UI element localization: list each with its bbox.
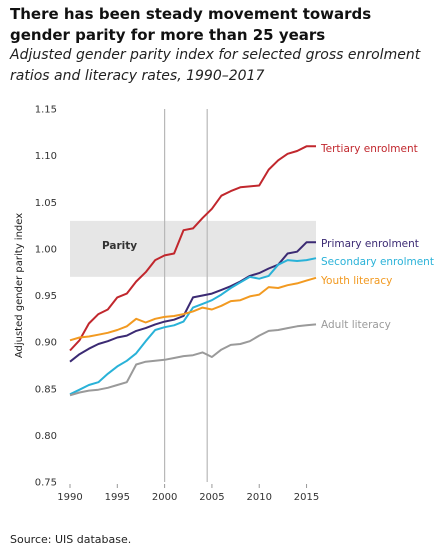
x-tick-label: 2015 [294, 492, 319, 503]
series-line-adult-literacy [69, 323, 317, 397]
series-lines [69, 145, 317, 397]
axes: 0.75 0.80 0.85 0.90 0.95 1.00 1.05 1.10 1.15 1990… [14, 105, 319, 504]
y-tick-label: 1.00 [35, 244, 57, 255]
series-line-youth-literacy [69, 276, 317, 342]
series-label-primary-enrolment: Primary enrolment [321, 238, 419, 250]
series-label-secondary-enrolment: Secondary enrolment [321, 256, 434, 268]
series-label-adult-literacy: Adult literacy [321, 319, 391, 331]
x-tick-label: 1990 [57, 492, 82, 503]
parity-band-label: Parity [102, 240, 137, 252]
y-tick-label: 0.75 [35, 478, 57, 489]
series-labels: Tertiary enrolment Primary enrolment Secon… [320, 143, 434, 331]
y-tick-label: 1.10 [35, 151, 57, 162]
y-tick-label: 1.05 [35, 198, 57, 209]
x-tick-label: 1995 [105, 492, 130, 503]
x-tick-label: 2005 [199, 492, 224, 503]
series-line-secondary-enrolment [69, 257, 317, 396]
x-tick-label: 2000 [152, 492, 177, 503]
y-tick-label: 0.95 [35, 291, 57, 302]
x-tick-label: 2010 [247, 492, 272, 503]
source-note: Source: UIS database. [10, 533, 132, 546]
y-axis-label: Adjusted gender parity index [14, 213, 25, 358]
series-line-primary-enrolment [69, 241, 316, 363]
y-tick-label: 1.15 [35, 105, 57, 116]
y-tick-label: 0.85 [35, 384, 57, 395]
y-tick-label: 0.80 [35, 431, 57, 442]
chart-title: There has been steady movement towards g… [10, 5, 372, 44]
series-line-tertiary-enrolment [69, 145, 316, 352]
y-tick-label: 0.90 [35, 338, 57, 349]
series-label-youth-literacy: Youth literacy [320, 275, 392, 287]
chart-subtitle: Adjusted gender parity index for selecte… [10, 47, 421, 84]
series-label-tertiary-enrolment: Tertiary enrolment [320, 143, 418, 155]
